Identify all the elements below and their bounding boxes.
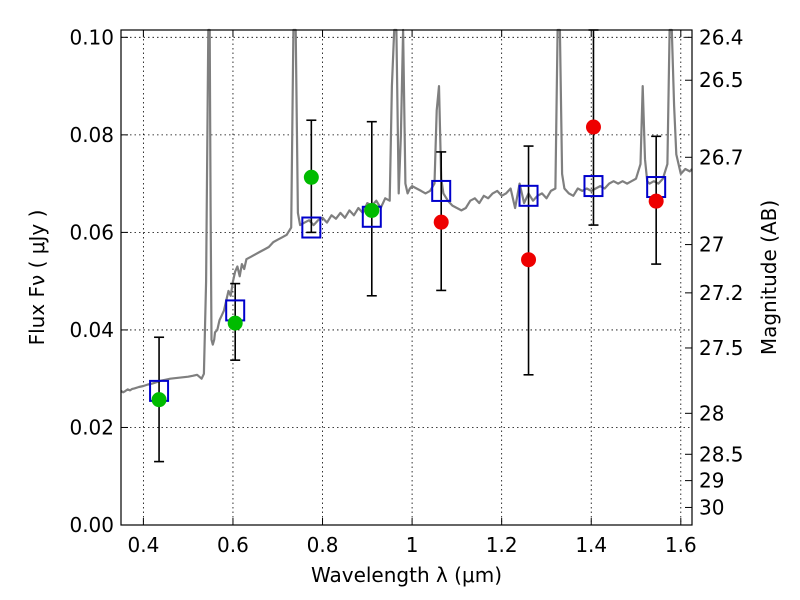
y2-tick-label-0: 26.4 [699, 25, 744, 49]
y2-tick-label-3: 27 [699, 233, 724, 257]
green-point-2 [303, 169, 319, 185]
y2-axis-title: Magnitude (AB) [757, 200, 781, 355]
observed-points [151, 119, 664, 408]
y2-tick-label-1: 26.5 [699, 68, 744, 92]
y-tick-label-1: 0.02 [69, 415, 114, 439]
spectrum-line [120, 28, 693, 394]
x-axis-ticks: 0.4 0.6 0.8 1 1.2 1.4 1.6 [127, 30, 697, 557]
model-square-5 [518, 184, 539, 207]
x-tick-label-5: 1.4 [575, 533, 607, 557]
y2-tick-label-5: 27.5 [699, 336, 744, 360]
model-square-4 [431, 179, 452, 202]
green-point-0 [151, 392, 167, 408]
red-point-2 [585, 119, 601, 135]
model-square-6 [583, 175, 604, 198]
model-photometry-squares [149, 175, 667, 402]
x-tick-label-1: 0.6 [217, 533, 249, 557]
y-tick-label-5: 0.10 [69, 25, 114, 49]
model-square-2 [301, 216, 322, 239]
x-tick-label-3: 1 [406, 533, 419, 557]
y2-tick-label-8: 29 [699, 469, 724, 493]
red-point-0 [433, 214, 449, 230]
x-tick-label-4: 1.2 [486, 533, 518, 557]
y-tick-label-3: 0.06 [69, 220, 114, 244]
green-point-3 [364, 202, 380, 218]
error-bars [154, 29, 662, 463]
y2-tick-label-4: 27.2 [699, 281, 744, 305]
y2-tick-label-7: 28.5 [699, 442, 744, 466]
green-point-1 [227, 315, 243, 331]
y2-tick-label-9: 30 [699, 495, 724, 519]
red-point-1 [521, 252, 537, 268]
y2-tick-label-2: 26.7 [699, 145, 744, 169]
model-spectrum [120, 28, 693, 394]
plot-frame [120, 29, 693, 526]
x-axis-title: Wavelength λ (μm) [311, 563, 502, 587]
x-tick-label-0: 0.4 [127, 533, 159, 557]
y-tick-label-0: 0.00 [69, 513, 114, 537]
red-point-3 [648, 193, 664, 209]
x-tick-label-6: 1.6 [665, 533, 697, 557]
y-axis-title: Flux Fν ( μJy ) [25, 210, 49, 346]
y-tick-label-4: 0.08 [69, 123, 114, 147]
y2-tick-label-6: 28 [699, 401, 724, 425]
x-tick-label-2: 0.8 [307, 533, 339, 557]
y-axis-ticks: 0.00 0.02 0.04 0.06 0.08 0.10 [69, 25, 128, 537]
y-tick-label-2: 0.04 [69, 318, 114, 342]
